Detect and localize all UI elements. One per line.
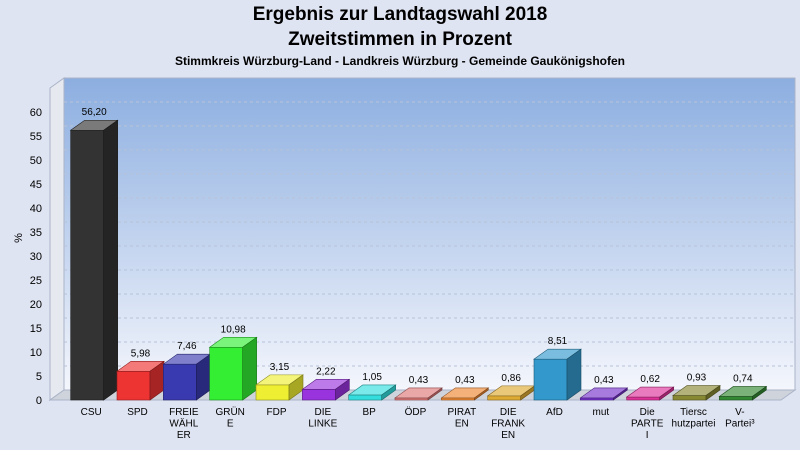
bar	[486, 385, 536, 401]
chart-title: Ergebnis zur Landtagswahl 2018	[252, 4, 548, 25]
y-tick-label: 50	[30, 155, 42, 167]
bar-value-label: 56,20	[82, 107, 107, 118]
bar	[718, 385, 768, 401]
y-tick-label: 15	[30, 323, 42, 335]
bar	[672, 384, 721, 401]
chart-subtitle: Zweitstimmen in Prozent	[288, 29, 512, 50]
y-tick-label: 5	[36, 371, 42, 383]
y-tick-label: 10	[30, 347, 42, 359]
x-tick-label: DIE LINKE	[308, 407, 337, 430]
y-tick-label: 40	[30, 203, 42, 215]
bar-value-label: 0,93	[687, 373, 707, 384]
bar	[579, 387, 629, 401]
bar	[440, 387, 490, 401]
y-tick-label: 45	[30, 179, 42, 191]
x-tick-label: Tiersc hutzpartei	[672, 407, 716, 430]
bar-value-label: 3,15	[270, 362, 290, 373]
bar-value-label: 5,98	[131, 348, 151, 359]
bar-value-label: 1,05	[362, 372, 382, 383]
plot-side-wall	[49, 77, 65, 401]
bar	[394, 387, 443, 401]
x-tick-label: mut	[592, 407, 609, 418]
bar	[533, 348, 582, 401]
bar-value-label: 0,86	[501, 373, 521, 384]
y-tick-label: 0	[36, 395, 42, 407]
bar-value-label: 0,74	[733, 373, 753, 384]
y-tick-label: 25	[30, 275, 42, 287]
bar-value-label: 10,98	[221, 324, 246, 335]
x-tick-label: PIRAT EN	[447, 407, 476, 430]
bar-value-label: 8,51	[548, 336, 568, 347]
x-tick-label: GRÜN E	[215, 406, 244, 430]
x-tick-label: BP	[362, 407, 376, 418]
chart-location: Stimmkreis Würzburg-Land - Landkreis Wür…	[174, 54, 626, 68]
bar	[347, 384, 397, 401]
bar	[255, 374, 304, 401]
y-tick-label: 35	[30, 227, 42, 239]
bar-value-label: 0,43	[594, 375, 614, 386]
bar-value-label: 2,22	[316, 366, 336, 377]
bar	[301, 378, 351, 401]
y-tick-label: 60	[30, 107, 42, 119]
bar-value-label: 7,46	[177, 341, 197, 352]
bar	[162, 353, 212, 401]
plot-back-wall	[63, 77, 796, 391]
bar-value-label: 0,43	[409, 375, 429, 386]
x-tick-label: FREIE WÄHL ER	[169, 407, 199, 441]
x-tick-label: FDP	[267, 407, 287, 418]
bar-value-label: 0,62	[640, 374, 660, 385]
bar	[69, 119, 119, 401]
y-axis-label: %	[13, 233, 25, 243]
x-tick-label: DIE FRANK EN	[491, 407, 525, 441]
x-tick-label: ÖDP	[405, 406, 427, 418]
y-tick-label: 55	[30, 131, 42, 143]
bar	[116, 360, 165, 401]
x-tick-label: V-Partei³	[725, 407, 755, 430]
y-tick-label: 30	[30, 251, 42, 263]
bar	[625, 386, 675, 401]
x-tick-label: SPD	[127, 407, 148, 418]
x-tick-label: CSU	[81, 407, 102, 418]
bar	[208, 336, 258, 401]
bar-value-label: 0,43	[455, 375, 475, 386]
x-tick-label: AfD	[546, 407, 563, 418]
x-tick-label: Die PARTE I	[631, 407, 664, 441]
y-tick-label: 20	[30, 299, 42, 311]
